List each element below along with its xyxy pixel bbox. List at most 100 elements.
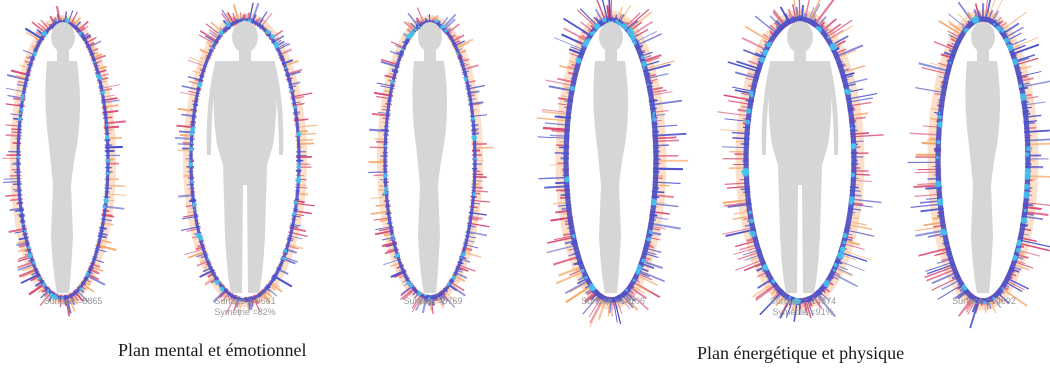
aura-core-spot xyxy=(106,123,109,126)
aura-core-spot xyxy=(47,289,49,291)
aura-core-spot xyxy=(79,288,82,291)
aura-core-spot xyxy=(749,218,754,223)
aura-core-spot xyxy=(293,105,297,109)
aura-core-spot xyxy=(103,205,107,209)
aura-core-spot xyxy=(1024,168,1030,174)
aura-core-spot xyxy=(572,234,576,238)
aura-core-spot xyxy=(584,276,587,279)
aura-core-spot xyxy=(936,140,940,144)
aura-spike xyxy=(375,139,390,140)
aura-core-spot xyxy=(1024,184,1030,190)
aura-core-spot xyxy=(106,159,110,163)
aura-core-spot xyxy=(215,280,220,285)
aura-core-spot xyxy=(104,198,109,203)
aura-spike xyxy=(370,147,390,148)
aura-core-spot xyxy=(742,169,750,177)
aura-core-spot xyxy=(56,19,58,21)
symmetry-label-2: Symétrie =82% xyxy=(185,307,305,318)
aura-core-spot xyxy=(390,80,394,84)
aura-spike xyxy=(177,150,196,151)
surface-label-2: Surface = 9661 xyxy=(185,296,305,307)
aura-core-spot xyxy=(827,36,830,39)
aura-spike xyxy=(180,135,196,136)
aura-core-spot xyxy=(20,212,22,214)
aura-core-spot xyxy=(938,115,942,119)
aura-spike xyxy=(4,178,23,179)
aura-core-spot xyxy=(391,234,395,238)
aura-core-spot xyxy=(850,202,853,205)
aura-core-spot xyxy=(575,58,581,64)
aura-core-spot xyxy=(1021,217,1028,224)
aura-core-spot xyxy=(189,160,191,162)
aura-core-spot xyxy=(1002,287,1005,290)
aura-core-spot xyxy=(472,135,478,141)
aura-core-spot xyxy=(652,117,656,121)
aura-core-spot xyxy=(570,86,575,91)
aura-core-spot xyxy=(94,61,96,63)
aura-core-spot xyxy=(225,22,230,27)
surface-label-1: Surface =8865 xyxy=(13,296,133,307)
aura-core-spot xyxy=(842,241,846,245)
aura-spike xyxy=(103,179,119,180)
aura-core-spot xyxy=(615,20,618,23)
aura-core-spot xyxy=(1019,84,1023,88)
aura-core-spot xyxy=(28,246,31,249)
aura-core-spot xyxy=(383,173,388,178)
aura-core-spot xyxy=(749,211,752,214)
aura-core-spot xyxy=(212,42,215,45)
aura-figure-5 xyxy=(717,0,883,322)
caption-mental-emotional: Plan mental et émotionnel xyxy=(118,340,306,361)
aura-figure-1 xyxy=(2,6,126,316)
aura-core-spot xyxy=(283,249,287,253)
aura-core-spot xyxy=(22,94,25,97)
aura-core-spot xyxy=(1026,146,1031,151)
aura-core-spot xyxy=(602,18,607,23)
aura-spike xyxy=(179,131,197,132)
aura-core-spot xyxy=(296,131,301,136)
aura-core-spot xyxy=(219,287,224,292)
symmetry-label-5: Symétrie =91% xyxy=(743,307,863,318)
aura-core-spot xyxy=(641,61,647,67)
aura-core-spot xyxy=(840,247,846,253)
surface-label-4: Surface =14106 xyxy=(553,296,673,307)
aura-core-spot xyxy=(101,91,105,95)
aura-core-spot xyxy=(292,212,296,216)
aura-core-spot xyxy=(27,253,33,259)
aura-core-spot xyxy=(192,202,197,207)
aura-core-spot xyxy=(296,178,302,184)
aura-spike xyxy=(470,144,487,145)
aura-core-spot xyxy=(410,30,415,35)
aura-core-spot xyxy=(462,252,466,256)
aura-core-spot xyxy=(191,142,193,144)
aura-core-spot xyxy=(297,165,301,169)
aura-core-spot xyxy=(383,191,387,195)
aura-core-spot xyxy=(647,237,652,242)
aura-core-spot xyxy=(647,83,649,85)
caption-energetic-physical: Plan énergétique et physique xyxy=(697,343,904,364)
aura-core-spot xyxy=(294,201,298,205)
aura-core-spot xyxy=(641,259,645,263)
surface-label-3: Surface =8769 xyxy=(373,296,493,307)
aura-core-spot xyxy=(972,16,980,24)
aura-core-spot xyxy=(460,257,462,259)
aura-core-spot xyxy=(38,277,41,280)
aura-core-spot xyxy=(749,91,754,96)
aura-core-spot xyxy=(444,29,447,32)
aura-core-spot xyxy=(401,48,404,51)
aura-core-spot xyxy=(833,269,836,272)
aura-core-spot xyxy=(188,162,193,167)
aura-core-spot xyxy=(949,62,951,64)
aura-core-spot xyxy=(274,42,279,47)
aura-core-spot xyxy=(414,28,417,31)
aura-core-spot xyxy=(105,135,109,139)
aura-core-spot xyxy=(285,67,288,70)
aura-core-spot xyxy=(441,25,445,29)
aura-core-spot xyxy=(396,254,400,258)
aura-core-spot xyxy=(625,289,628,292)
aura-core-spot xyxy=(20,108,23,111)
aura-figure-3 xyxy=(368,8,494,315)
aura-core-spot xyxy=(406,281,410,285)
aura-core-spot xyxy=(936,156,939,159)
